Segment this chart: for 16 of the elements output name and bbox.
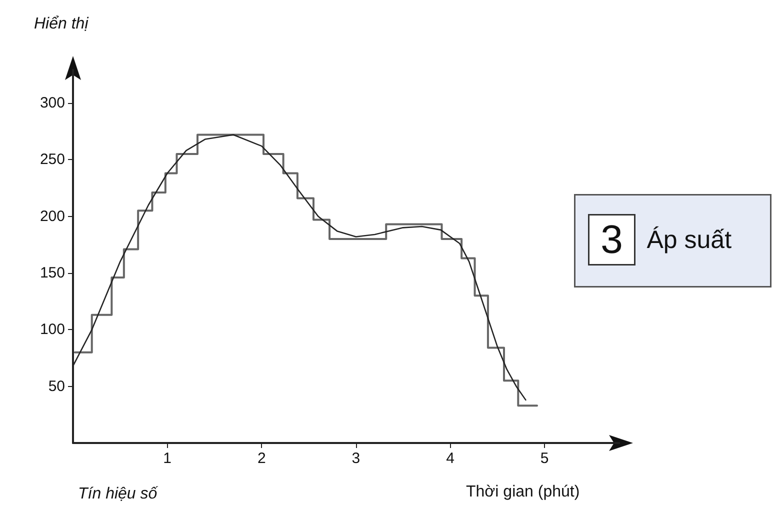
y-tick-label: 100 (40, 321, 65, 338)
x-tick-label: 5 (540, 450, 549, 467)
y-tick-label: 300 (40, 94, 65, 112)
x-axis-title: Thời gian (phút) (466, 484, 580, 500)
text: Tín hiệu số (78, 486, 160, 502)
x-tick-label: 3 (352, 450, 360, 467)
y-tick-label: 200 (40, 208, 65, 225)
y-axis-title: Hiển thị (34, 16, 89, 32)
text: Áp suất (646, 226, 732, 254)
y-tick-label: 150 (40, 264, 65, 282)
x-tick-label: 1 (163, 450, 172, 467)
annotation: 3 (600, 218, 623, 262)
x-tick-label: 2 (257, 450, 266, 467)
x-tick-label: 4 (446, 450, 454, 467)
y-tick-label: 50 (48, 378, 65, 395)
y-tick-label: 250 (40, 151, 65, 168)
